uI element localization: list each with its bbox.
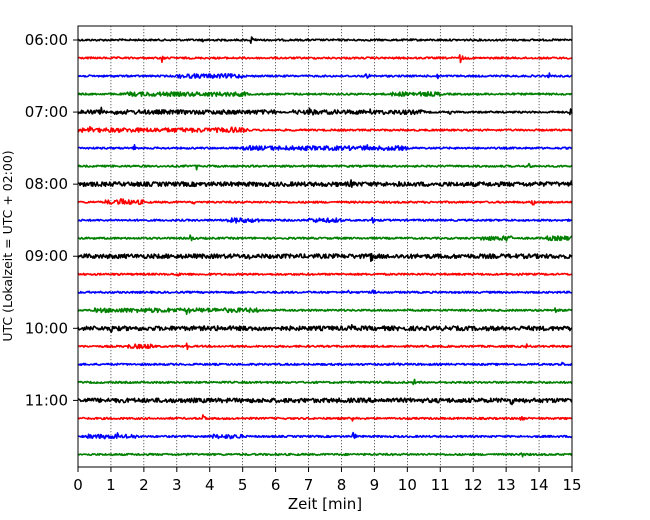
y-tick-label-0600: 06:00 [25, 31, 68, 49]
frame-layer [77, 25, 573, 468]
x-tick-label-14: 14 [530, 476, 549, 494]
y-tick-label-1000: 10:00 [25, 319, 68, 337]
y-tick-label-0800: 08:00 [25, 175, 68, 193]
y-axis-label: UTC (Lokalzeit = UTC + 02:00) [0, 150, 15, 341]
x-axis-label: Zeit [min] [288, 495, 362, 513]
trace-0930 [77, 289, 573, 295]
x-tick-label-11: 11 [431, 476, 450, 494]
trace-0800 [77, 179, 573, 188]
x-tick-label-1: 1 [106, 476, 116, 494]
trace-0915 [77, 272, 573, 277]
x-tick-label-4: 4 [205, 476, 215, 494]
trace-1145 [77, 452, 573, 458]
trace-1115 [77, 414, 573, 422]
x-tick-label-0: 0 [73, 476, 83, 494]
trace-0715 [77, 125, 573, 134]
trace-0600 [77, 36, 573, 45]
x-tick-label-6: 6 [271, 476, 281, 494]
trace-0945 [77, 307, 573, 316]
trace-1045 [77, 378, 573, 386]
trace-0645 [77, 91, 573, 97]
trace-0615 [77, 54, 573, 64]
x-tick-label-2: 2 [139, 476, 149, 494]
trace-1130 [77, 431, 573, 440]
trace-0745 [77, 162, 573, 171]
x-tick-label-7: 7 [304, 476, 314, 494]
trace-0845 [77, 234, 573, 242]
trace-1100 [77, 397, 573, 406]
trace-layer [77, 36, 573, 458]
trace-0830 [77, 216, 573, 224]
trace-0700 [77, 106, 573, 116]
trace-0630 [77, 72, 573, 80]
x-tick-label-5: 5 [238, 476, 248, 494]
trace-0815 [77, 198, 573, 206]
trace-1000 [77, 323, 573, 334]
plot-frame [77, 25, 573, 468]
x-tick-label-13: 13 [497, 476, 516, 494]
trace-0730 [77, 144, 573, 152]
x-tick-label-12: 12 [464, 476, 483, 494]
x-tick-label-10: 10 [398, 476, 417, 494]
y-tick-label-1100: 11:00 [25, 391, 68, 409]
x-tick-label-8: 8 [337, 476, 347, 494]
y-tick-label-0700: 07:00 [25, 103, 68, 121]
trace-0900 [77, 252, 573, 263]
trace-1030 [77, 361, 573, 367]
y-tick-label-0900: 09:00 [25, 247, 68, 265]
x-tick-label-9: 9 [370, 476, 380, 494]
trace-1015 [77, 342, 573, 351]
x-tick-label-15: 15 [562, 476, 581, 494]
x-tick-label-3: 3 [172, 476, 182, 494]
tick-layer: 0 1 2 3 4 5 6 7 8 9 10 11 12 13 14 1506:0007:0008:0009:… [25, 31, 582, 494]
